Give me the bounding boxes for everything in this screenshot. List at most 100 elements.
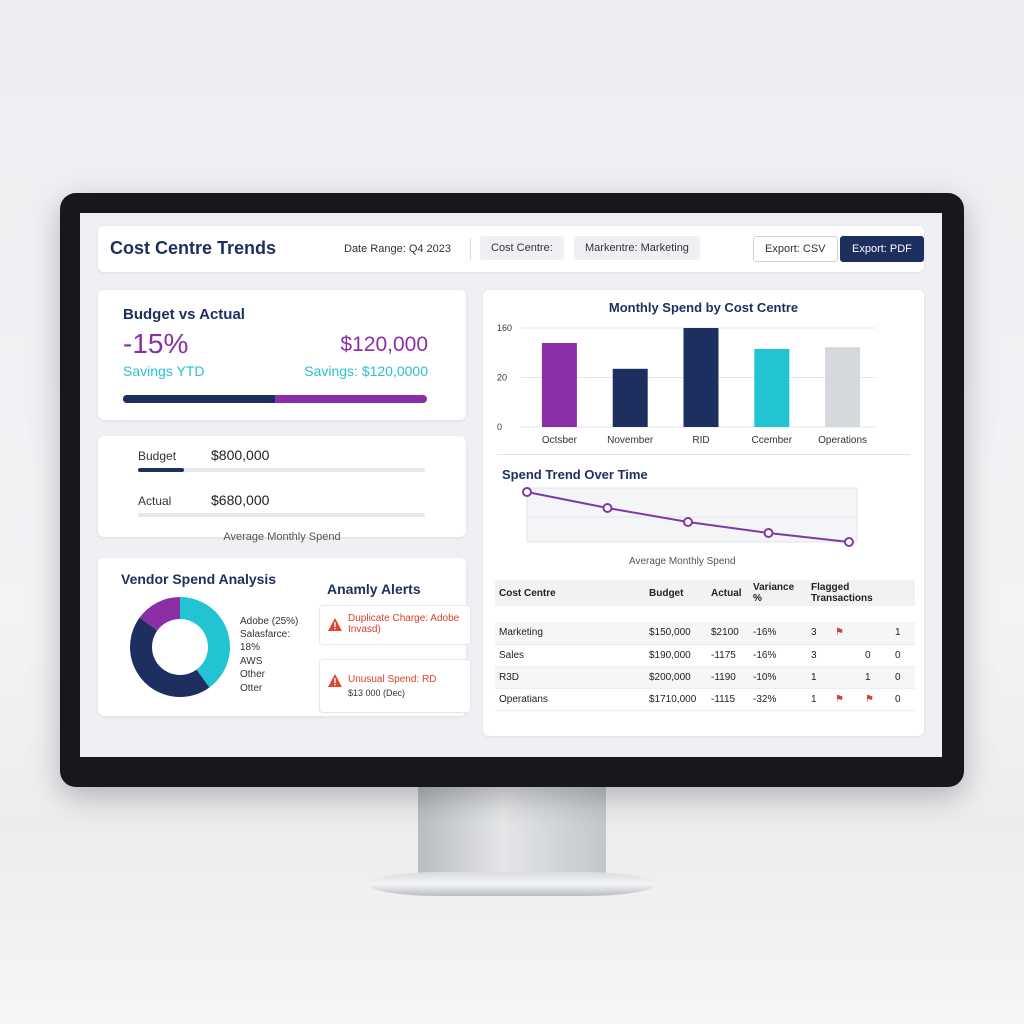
y-tick-label: 160: [497, 323, 512, 333]
bar-3: [754, 349, 790, 427]
line-chart-title: Spend Trend Over Time: [502, 467, 648, 482]
vendor-spend-card: Vendor Spend Analysis Adobe (25%) Salasf…: [98, 558, 471, 716]
page-title: Cost Centre Trends: [110, 238, 277, 258]
x-tick-label: Ccember: [752, 435, 793, 446]
average-monthly-spend-label: Average Monthly Spend: [223, 531, 341, 543]
trend-point-1: [602, 503, 613, 513]
bar-2: [683, 328, 719, 427]
cell-budget: $200,000: [645, 666, 707, 689]
x-tick-label: Octsber: [542, 435, 578, 446]
panel-divider: [497, 454, 910, 455]
legend-item: Adobe (25%): [240, 616, 299, 627]
x-tick-label: November: [607, 435, 654, 446]
table-row[interactable]: Marketing $150,000 $2100 -16% 3 ⚑ 1: [495, 622, 915, 645]
cost-centre-filter[interactable]: Cost Centre:: [480, 236, 564, 260]
actual-value: $680,000: [211, 492, 270, 508]
budget-label: Budget: [138, 449, 177, 463]
cell-count: 1: [807, 688, 831, 711]
cell-variance: -16%: [749, 644, 807, 667]
x-tick-label: Operations: [818, 435, 867, 446]
dashboard-screen: Cost Centre Trends Date Range: Q4 2023 C…: [80, 213, 942, 757]
monitor-stand-neck: [418, 787, 606, 883]
cell-actual: $2100: [707, 622, 749, 645]
donut-slice-salesforce: [130, 617, 210, 697]
cell-actual: -1175: [707, 644, 749, 667]
monitor-stand-foot: [368, 872, 656, 896]
cell-variance: -10%: [749, 666, 807, 689]
table-row[interactable]: Sales $190,000 -1175 -16% 3 0 0: [495, 644, 915, 667]
header-divider: [470, 238, 471, 260]
anomaly-alerts-title: Anamly Alerts: [327, 581, 421, 597]
header-bar: Cost Centre Trends Date Range: Q4 2023 C…: [98, 226, 924, 272]
cell-variance: -16%: [749, 622, 807, 645]
variance-percent: -15%: [123, 328, 189, 359]
warning-icon: [328, 674, 342, 687]
cell-flag: [830, 644, 861, 667]
cell-flag-2: ⚑: [860, 688, 891, 711]
trend-point-0: [522, 487, 532, 497]
budget-track: [138, 468, 425, 472]
cell-variance: -32%: [749, 688, 807, 711]
budget-value: $800,000: [211, 447, 270, 463]
cost-centre-value-filter[interactable]: Markentre: Marketing: [574, 236, 700, 260]
cell-actual: -1115: [707, 688, 749, 711]
cell-budget: $190,000: [645, 644, 707, 667]
legend-item: 18%: [240, 642, 261, 653]
savings-amount: $120,000: [340, 333, 428, 356]
legend-item: Other: [240, 669, 266, 680]
bar-4: [825, 347, 861, 427]
donut-slice-aws: [139, 597, 180, 631]
column-header[interactable]: Variance %: [749, 580, 807, 606]
budget-fill: [138, 468, 184, 472]
cell-cost-centre: Operatians: [495, 688, 645, 711]
monthly-spend-bar-chart: 160 20 0 Octsber November RID Ccember Operation…: [497, 323, 875, 446]
budget-detail-card: Budget $800,000 Actual $680,000 Average …: [98, 436, 466, 543]
cell-flag-2: 0: [860, 644, 891, 667]
date-range-selector[interactable]: Date Range: Q4 2023: [344, 243, 452, 255]
column-header[interactable]: Flagged Transactions: [807, 580, 915, 606]
line-plot-area: [526, 487, 858, 543]
savings-value: Savings: $120,0000: [304, 363, 428, 379]
legend-item: AWS: [240, 656, 263, 667]
cell-flag-2: 1: [860, 666, 891, 689]
cell-budget: $150,000: [645, 622, 707, 645]
cell-actual: -1190: [707, 666, 749, 689]
spend-trend-line-chart: [522, 487, 858, 547]
table-row[interactable]: Operatians $1710,000 -1115 -32% 1 ⚑ ⚑ 0: [495, 688, 915, 711]
cell-flag-2: [860, 622, 891, 645]
anomaly-alerts-panel: Anamly Alerts Duplicate Charge: Adobe In…: [317, 571, 471, 713]
bar-1: [612, 368, 648, 427]
cell-budget: $1710,000: [645, 688, 707, 711]
bar-0: [541, 343, 577, 427]
cell-flag: ⚑: [830, 622, 861, 645]
alert-text: Duplicate Charge: Adobe Invasd): [348, 613, 460, 635]
cell-flag-count: 0: [890, 688, 915, 711]
trend-point-2: [683, 517, 693, 527]
actual-track: [138, 513, 425, 517]
export-pdf-button[interactable]: Export: PDF: [840, 236, 924, 262]
cell-cost-centre: Sales: [495, 644, 645, 667]
table-row[interactable]: R3D $200,000 -1190 -10% 1 1 0: [495, 666, 915, 689]
line-chart-xlabel: Average Monthly Spend: [629, 556, 736, 567]
cell-flag: [830, 666, 861, 689]
column-header[interactable]: Budget: [645, 580, 707, 606]
x-tick-label: RID: [692, 435, 709, 446]
spend-analytics-panel: Monthly Spend by Cost Centre 160 20 0 Octsb…: [483, 290, 924, 736]
alert-item[interactable]: Unusual Spend: RD $13 000 (Dec): [319, 659, 471, 713]
table-header-row: Cost Centre Budget Actual Variance % Fla…: [495, 580, 915, 606]
flag-icon[interactable]: ⚑: [834, 693, 844, 705]
budget-progress-fill: [123, 395, 275, 403]
cost-centre-table: Cost Centre Budget Actual Variance % Fla…: [495, 580, 915, 711]
warning-icon: [328, 618, 342, 631]
y-tick-label: 20: [497, 373, 507, 383]
cell-count: 3: [807, 622, 831, 645]
column-header[interactable]: Cost Centre: [495, 580, 645, 606]
cell-flag-count: 0: [890, 666, 915, 689]
flag-icon[interactable]: ⚑: [834, 627, 844, 639]
export-csv-button[interactable]: Export: CSV: [753, 236, 838, 262]
column-header[interactable]: Actual: [707, 580, 749, 606]
budget-vs-actual-card: Budget vs Actual -15% $120,000 Savings Y…: [98, 290, 466, 420]
cell-count: 1: [807, 666, 831, 689]
flag-icon[interactable]: ⚑: [864, 693, 874, 705]
alert-item[interactable]: Duplicate Charge: Adobe Invasd): [319, 605, 471, 645]
